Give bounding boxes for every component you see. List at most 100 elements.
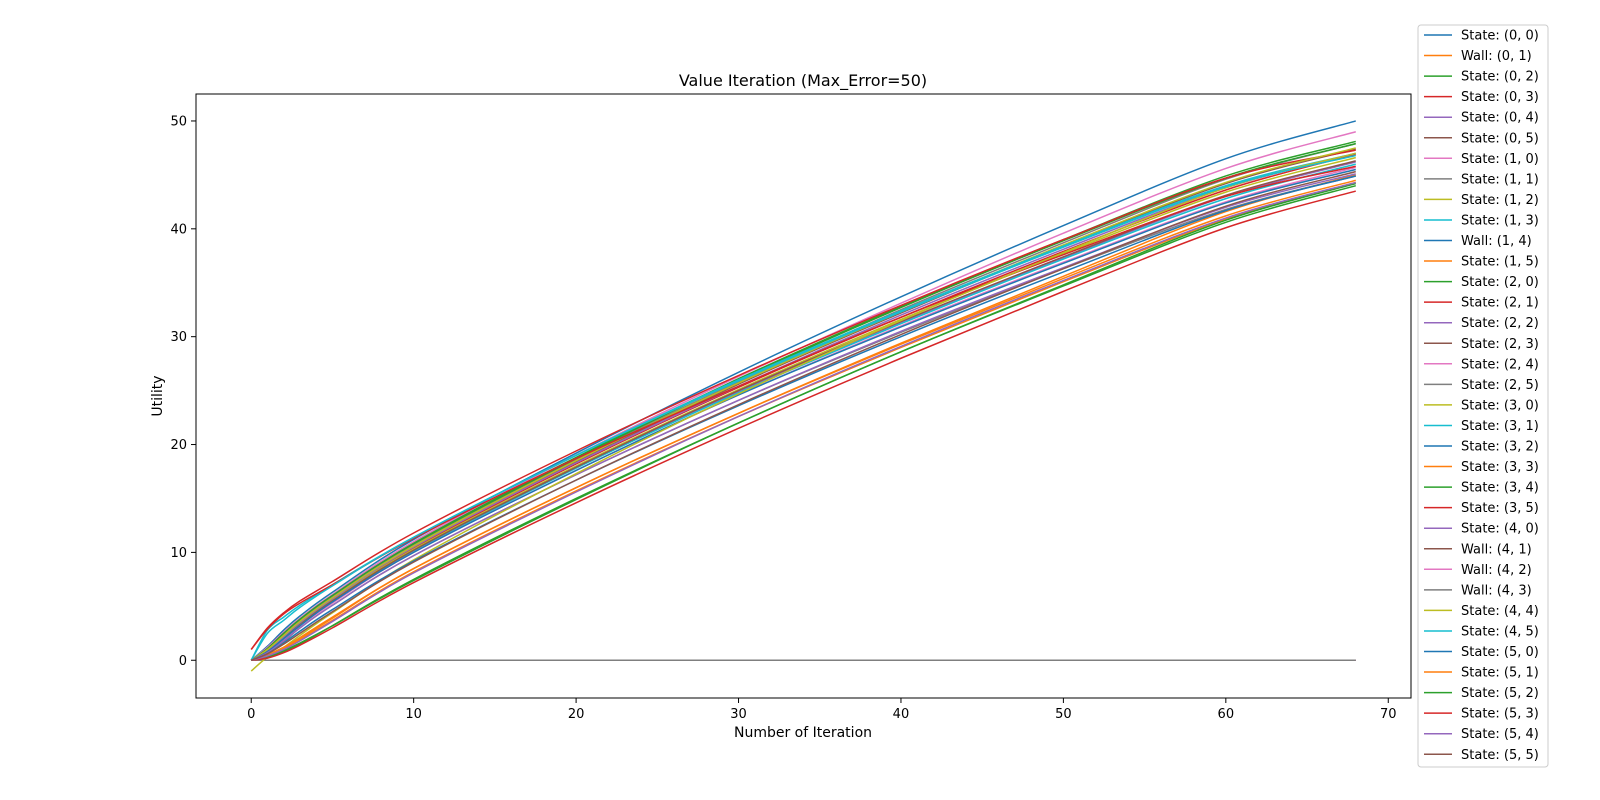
series-line-22 <box>250 181 1356 661</box>
legend-item: Wall: (4, 3) <box>1424 583 1532 598</box>
legend-label: State: (5, 4) <box>1461 727 1539 742</box>
legend-label: State: (5, 1) <box>1461 666 1539 681</box>
legend-item: State: (3, 3) <box>1424 460 1539 475</box>
series-line-25 <box>250 173 1356 661</box>
legend-item: State: (0, 2) <box>1424 70 1539 85</box>
legend-label: State: (0, 0) <box>1461 29 1539 44</box>
series-line-5 <box>250 161 1356 661</box>
legend-item: State: (5, 0) <box>1424 645 1539 660</box>
series-line-36 <box>250 170 1356 661</box>
series-line-34 <box>251 190 1356 661</box>
legend-label: State: (5, 0) <box>1461 645 1539 660</box>
legend-item: State: (3, 0) <box>1424 398 1539 413</box>
legend-label: State: (2, 0) <box>1461 275 1539 290</box>
y-tick-label: 30 <box>170 330 187 345</box>
legend-item: State: (0, 0) <box>1424 29 1539 44</box>
series-line-35 <box>251 181 1356 661</box>
legend-label: State: (0, 4) <box>1461 111 1539 126</box>
legend-item: State: (0, 4) <box>1424 111 1539 126</box>
y-axis-label: Utility <box>150 375 166 416</box>
series-line-24 <box>250 165 1356 650</box>
legend-item: State: (5, 3) <box>1424 707 1539 722</box>
x-tick-label: 30 <box>730 707 747 722</box>
legend-label: State: (1, 2) <box>1461 193 1539 208</box>
legend-label: State: (0, 3) <box>1461 90 1539 105</box>
series-line-31 <box>250 175 1356 661</box>
legend-label: State: (5, 2) <box>1461 686 1539 701</box>
series-line-15 <box>250 152 1356 661</box>
legend-item: State: (1, 3) <box>1424 213 1539 228</box>
legend-item: State: (3, 5) <box>1424 501 1539 516</box>
legend-item: State: (2, 1) <box>1424 296 1539 311</box>
legend-label: State: (1, 3) <box>1461 213 1539 228</box>
y-tick-label: 40 <box>170 222 187 237</box>
legend-item: Wall: (4, 1) <box>1424 542 1532 557</box>
legend-item: State: (1, 5) <box>1424 255 1539 270</box>
y-tick-label: 20 <box>170 438 187 453</box>
legend-item: State: (2, 3) <box>1424 337 1539 352</box>
x-tick-label: 50 <box>1055 707 1072 722</box>
series-line-6 <box>250 148 1356 661</box>
x-axis: 0 10 20 30 40 50 60 70 <box>247 698 1397 722</box>
legend-label: State: (2, 5) <box>1461 378 1539 393</box>
legend-label: State: (4, 0) <box>1461 522 1539 537</box>
legend-frame <box>1417 24 1549 768</box>
legend-label: State: (2, 1) <box>1461 296 1539 311</box>
legend-item: State: (0, 3) <box>1424 90 1539 105</box>
legend-label: State: (2, 4) <box>1461 357 1539 372</box>
legend-item: State: (4, 0) <box>1424 522 1539 537</box>
y-axis: 0 10 20 30 40 50 <box>170 114 196 669</box>
legend-item: State: (3, 2) <box>1424 440 1539 455</box>
legend-label: State: (1, 0) <box>1461 152 1539 167</box>
legend-item: State: (5, 4) <box>1424 727 1539 742</box>
legend: State: (0, 0) Wall: (0, 1) State: (0, 2) St… <box>1417 24 1549 768</box>
series-line-13 <box>250 142 1356 661</box>
legend-label: State: (3, 0) <box>1461 398 1539 413</box>
legend-label: State: (0, 2) <box>1461 70 1539 85</box>
chart-title: Value Iteration (Max_Error=50) <box>679 71 927 91</box>
y-tick-label: 0 <box>179 654 187 669</box>
legend-item: State: (5, 2) <box>1424 686 1539 701</box>
legend-label: State: (2, 3) <box>1461 337 1539 352</box>
legend-label: State: (5, 3) <box>1461 707 1539 722</box>
legend-item: State: (1, 1) <box>1424 172 1539 187</box>
series-line-23 <box>251 184 1356 661</box>
legend-item: Wall: (4, 2) <box>1424 563 1532 578</box>
series-line-30 <box>250 154 1356 661</box>
y-tick-label: 10 <box>170 546 187 561</box>
series-line-14 <box>250 149 1356 650</box>
series-line-12 <box>250 174 1356 661</box>
series-line-18 <box>250 175 1356 661</box>
legend-item: State: (2, 5) <box>1424 378 1539 393</box>
legend-item: State: (1, 2) <box>1424 193 1539 208</box>
legend-label: State: (0, 5) <box>1461 131 1539 146</box>
series-line-10 <box>250 163 1356 661</box>
x-tick-label: 10 <box>405 707 422 722</box>
legend-label: Wall: (0, 1) <box>1461 49 1532 64</box>
x-tick-label: 70 <box>1380 707 1397 722</box>
legend-item: State: (3, 1) <box>1424 419 1539 434</box>
plot-area <box>250 120 1356 672</box>
x-axis-label: Number of Iteration <box>734 725 872 741</box>
legend-label: State: (4, 5) <box>1461 624 1539 639</box>
legend-label: State: (3, 2) <box>1461 440 1539 455</box>
legend-label: State: (3, 4) <box>1461 481 1539 496</box>
legend-item: State: (2, 0) <box>1424 275 1539 290</box>
legend-label: State: (2, 2) <box>1461 316 1539 331</box>
x-tick-label: 40 <box>893 707 910 722</box>
legend-label: State: (1, 5) <box>1461 255 1539 270</box>
legend-item: State: (5, 5) <box>1424 748 1539 763</box>
legend-label: Wall: (1, 4) <box>1461 234 1532 249</box>
legend-label: State: (3, 5) <box>1461 501 1539 516</box>
legend-item: State: (2, 4) <box>1424 357 1539 372</box>
legend-item: State: (3, 4) <box>1424 481 1539 496</box>
legend-item: State: (4, 4) <box>1424 604 1539 619</box>
x-tick-label: 0 <box>247 707 255 722</box>
legend-label: Wall: (4, 3) <box>1461 583 1532 598</box>
x-tick-label: 60 <box>1218 707 1235 722</box>
series-line-21 <box>250 168 1356 661</box>
series-line-7 <box>250 131 1356 661</box>
legend-item: State: (5, 1) <box>1424 666 1539 681</box>
legend-label: State: (4, 4) <box>1461 604 1539 619</box>
